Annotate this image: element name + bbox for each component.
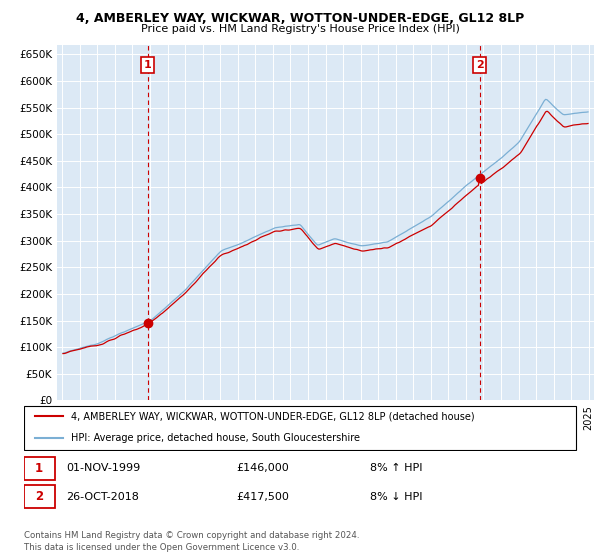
Text: This data is licensed under the Open Government Licence v3.0.: This data is licensed under the Open Gov…: [24, 543, 299, 552]
Text: 2: 2: [35, 490, 43, 503]
FancyBboxPatch shape: [24, 456, 55, 480]
Text: 4, AMBERLEY WAY, WICKWAR, WOTTON-UNDER-EDGE, GL12 8LP: 4, AMBERLEY WAY, WICKWAR, WOTTON-UNDER-E…: [76, 12, 524, 25]
Text: Contains HM Land Registry data © Crown copyright and database right 2024.: Contains HM Land Registry data © Crown c…: [24, 531, 359, 540]
Text: 8% ↑ HPI: 8% ↑ HPI: [370, 463, 422, 473]
Text: 01-NOV-1999: 01-NOV-1999: [66, 463, 140, 473]
Text: HPI: Average price, detached house, South Gloucestershire: HPI: Average price, detached house, Sout…: [71, 433, 361, 443]
Text: 2: 2: [476, 60, 484, 70]
Text: 1: 1: [35, 462, 43, 475]
FancyBboxPatch shape: [24, 485, 55, 508]
Text: 26-OCT-2018: 26-OCT-2018: [66, 492, 139, 502]
Text: 8% ↓ HPI: 8% ↓ HPI: [370, 492, 422, 502]
FancyBboxPatch shape: [24, 406, 577, 450]
Text: Price paid vs. HM Land Registry's House Price Index (HPI): Price paid vs. HM Land Registry's House …: [140, 24, 460, 34]
Text: 4, AMBERLEY WAY, WICKWAR, WOTTON-UNDER-EDGE, GL12 8LP (detached house): 4, AMBERLEY WAY, WICKWAR, WOTTON-UNDER-E…: [71, 412, 475, 421]
Text: £417,500: £417,500: [236, 492, 289, 502]
Text: £146,000: £146,000: [236, 463, 289, 473]
Text: 1: 1: [144, 60, 152, 70]
